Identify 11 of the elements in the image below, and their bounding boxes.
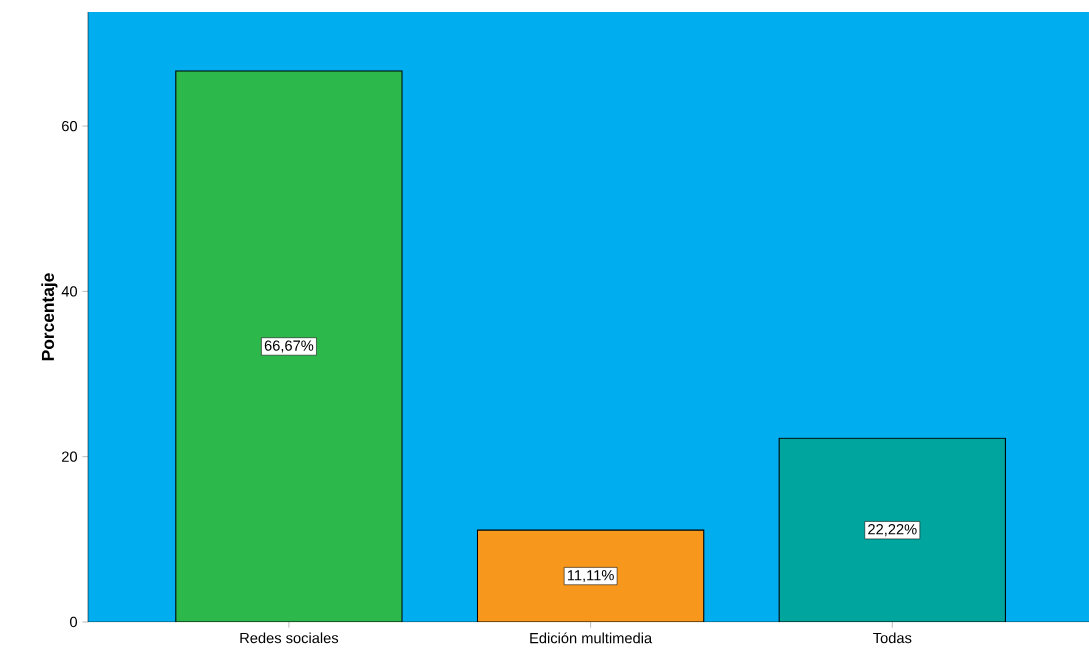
y-tick-label: 60	[62, 120, 78, 132]
y-axis-title: Porcentaje	[41, 273, 58, 361]
y-tick-label: 0	[70, 616, 78, 628]
data-label: 22,22%	[868, 524, 917, 537]
data-label: 66,67%	[264, 340, 314, 353]
x-tick-label: Redes sociales	[240, 632, 339, 644]
data-label: 11,11%	[567, 570, 614, 583]
y-tick-label: 40	[61, 286, 78, 297]
x-tick-label: Edición multimedia	[530, 632, 653, 644]
y-tick-label: 20	[62, 451, 78, 462]
x-tick-label: Todas	[873, 632, 912, 644]
